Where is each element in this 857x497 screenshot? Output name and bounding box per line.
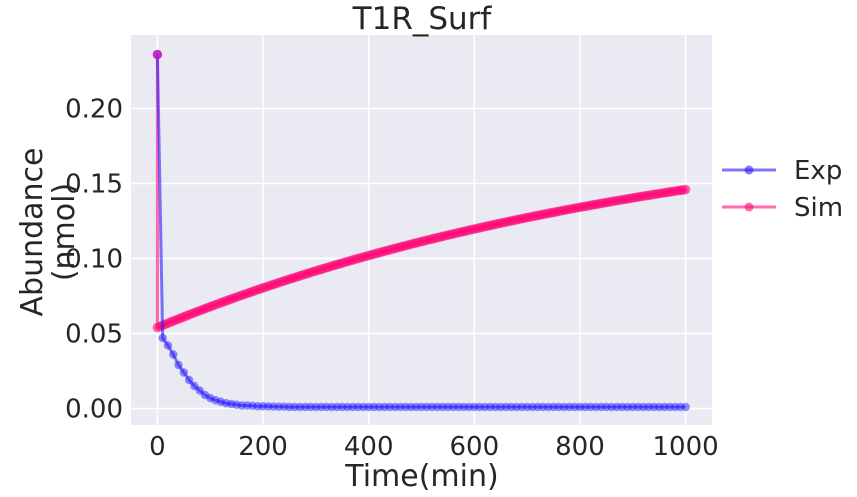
data-point-exp (174, 360, 183, 370)
grid-lines (131, 35, 712, 425)
data-point-exp (169, 350, 178, 359)
x-tick-label: 600 (449, 432, 499, 462)
x-axis-label: Time(min) (344, 459, 498, 494)
x-tick-label: 1000 (653, 432, 719, 462)
data-point-exp (179, 368, 189, 377)
y-axis-label-line-1: Abundance (15, 148, 50, 317)
y-tick-label: 0.00 (65, 395, 123, 425)
y-tick-labels: 0.00 0.05 0.10 0.15 0.20 (65, 95, 123, 425)
data-point-exp (681, 402, 690, 412)
legend-label-exp: Exp (794, 156, 842, 186)
data-point-exp (158, 333, 167, 343)
legend-marker-sim (744, 202, 754, 212)
data-point-sim (680, 184, 691, 195)
data-point-exp (163, 341, 173, 350)
y-tick-label: 0.15 (65, 170, 123, 200)
x-tick-label: 0 (149, 432, 166, 462)
x-tick-label: 800 (555, 432, 605, 462)
x-tick-label: 400 (344, 432, 394, 462)
y-tick-label: 0.20 (65, 95, 123, 125)
data-point-exp (184, 375, 194, 385)
legend-item-exp: Exp (722, 156, 842, 186)
legend: Exp Sim (722, 156, 843, 223)
legend-label-sim: Sim (794, 193, 843, 223)
y-tick-label: 0.05 (65, 320, 123, 350)
x-tick-label: 200 (238, 432, 288, 462)
plot-background (131, 35, 712, 425)
legend-marker-exp (744, 165, 754, 175)
y-axis-label-line-2: (nmol) (47, 183, 82, 281)
x-tick-labels: 0 200 400 600 800 1000 (149, 432, 719, 462)
data-point-sim-initial (152, 49, 163, 60)
chart-title: T1R_Surf (352, 1, 493, 37)
legend-item-sim: Sim (722, 193, 843, 223)
series-layer (152, 49, 691, 412)
y-tick-label: 0.10 (65, 245, 123, 275)
